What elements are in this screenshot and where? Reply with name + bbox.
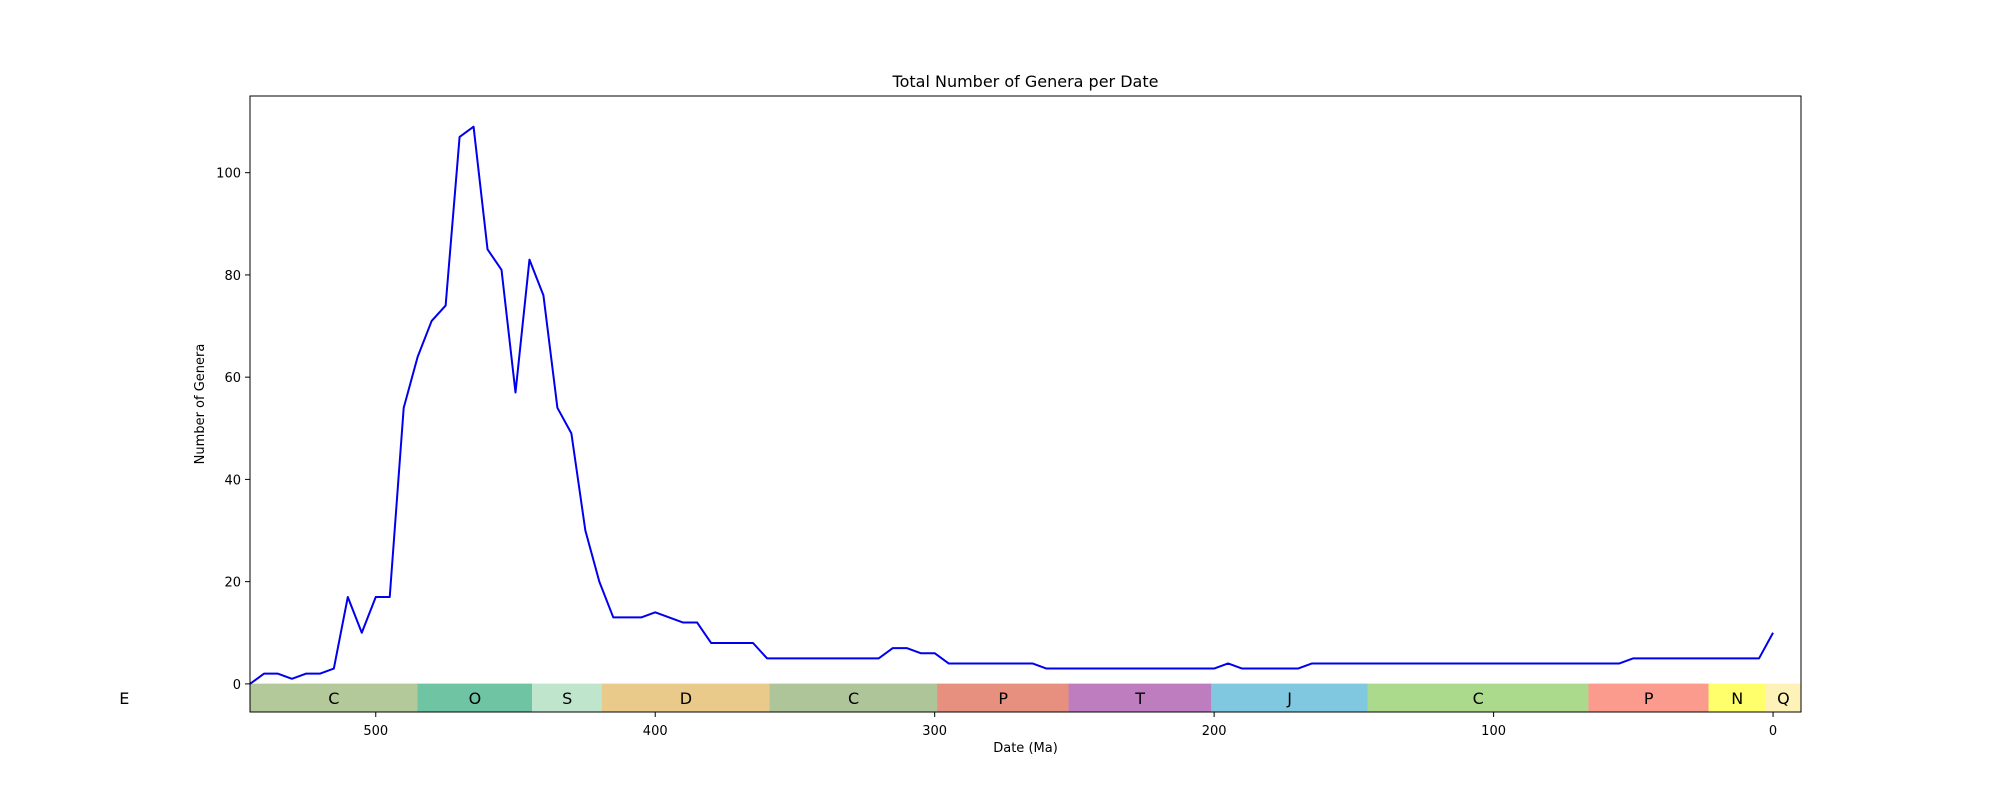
period-label: C (328, 689, 339, 708)
period-band (769, 683, 938, 713)
y-tick-label: 40 (224, 473, 241, 488)
period-label: C (1473, 689, 1484, 708)
period-band (1765, 683, 1802, 713)
period-label: P (998, 689, 1008, 708)
period-label: N (1731, 689, 1743, 708)
period-band (249, 683, 418, 713)
series-line-0 (249, 125, 1774, 685)
period-label: P (1644, 689, 1654, 708)
period-band (601, 683, 771, 713)
period-label: C (848, 689, 859, 708)
x-axis-label: Date (Ma) (993, 741, 1058, 756)
period-label: S (562, 689, 572, 708)
y-tick-label: 100 (216, 167, 241, 182)
y-tick-label: 80 (224, 269, 241, 284)
period-label: E (119, 689, 129, 708)
period-label: T (1134, 689, 1145, 708)
x-axis-ticks: 500 400 300 200 100 0 (363, 712, 1777, 739)
period-label: D (680, 689, 692, 708)
series-line (249, 125, 1774, 685)
x-tick-label: 300 (922, 724, 947, 739)
period-band (0, 683, 251, 713)
period-label: Q (1777, 689, 1790, 708)
period-band (1367, 683, 1589, 713)
period-band (1588, 683, 1710, 713)
y-tick-label: 60 (224, 371, 241, 386)
y-tick-label: 20 (224, 576, 241, 591)
period-band (532, 683, 603, 713)
x-tick-label: 0 (1769, 724, 1777, 739)
period-label: O (469, 689, 482, 708)
x-tick-label: 500 (363, 724, 388, 739)
y-axis-ticks: 0 20 40 60 80 100 (216, 167, 250, 693)
x-tick-label: 400 (643, 724, 668, 739)
period-band (937, 683, 1070, 713)
y-axis-label: Number of Genera (193, 344, 208, 465)
x-tick-label: 100 (1481, 724, 1506, 739)
x-tick-label: 200 (1202, 724, 1227, 739)
period-label: J (1286, 689, 1292, 708)
y-tick-label: 0 (233, 678, 241, 693)
chart-title: Total Number of Genera per Date (892, 72, 1159, 91)
plot-frame (249, 95, 1802, 713)
period-band (1708, 683, 1767, 713)
